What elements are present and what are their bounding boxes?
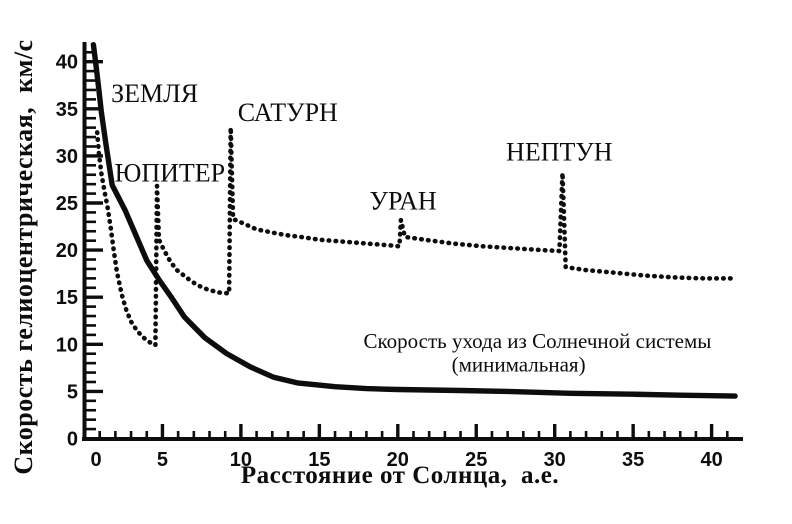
x-tick-label: 30	[544, 449, 566, 471]
escape-velocity-minimal-curve	[90, 42, 738, 399]
x-tick-label: 15	[308, 449, 330, 471]
x-tick-label: 5	[157, 449, 168, 471]
x-tick-label: 40	[700, 449, 722, 471]
planet-label: НЕПТУН	[506, 138, 613, 167]
planet-label: ЮПИТЕР	[115, 158, 225, 187]
annotation-line: (минимальная)	[452, 353, 586, 377]
planet-label: УРАН	[370, 187, 437, 216]
spacecraft-heliocentric-velocity-curve	[94, 125, 736, 348]
y-tick-label: 35	[56, 99, 78, 121]
y-tick-label: 10	[56, 334, 78, 356]
x-axis-title: Расстояние от Солнца, а.е.	[240, 462, 560, 489]
planet-labels: ЗЕМЛЯ ЮПИТЕР САТУРН УРАН НЕПТУН	[111, 79, 613, 215]
planet-label: ЗЕМЛЯ	[111, 79, 198, 108]
x-tick-label: 20	[387, 449, 409, 471]
tick-labels: 0 5 10 15 20 25 30 35 40 0 5 10 15 20 25 30 35 40	[56, 52, 723, 471]
x-tick-label: 25	[465, 449, 487, 471]
annotation-line: Скорость ухода из Солнечной системы	[363, 329, 711, 353]
y-tick-label: 0	[67, 429, 78, 451]
y-axis-title: Скорость гелиоцентрическая, км/с	[9, 39, 38, 475]
y-tick-label: 20	[56, 240, 78, 262]
planet-label: САТУРН	[238, 98, 338, 127]
x-tick-label: 10	[230, 449, 252, 471]
x-tick-label: 0	[90, 449, 101, 471]
y-tick-label: 15	[56, 287, 78, 309]
y-tick-label: 40	[56, 52, 78, 74]
y-tick-label: 25	[56, 193, 78, 215]
y-tick-label: 5	[67, 381, 78, 403]
x-tick-label: 35	[622, 449, 644, 471]
escape-velocity-annotation: Скорость ухода из Солнечной системы(мини…	[363, 329, 711, 377]
tick-marks	[84, 50, 729, 439]
y-tick-label: 30	[56, 146, 78, 168]
